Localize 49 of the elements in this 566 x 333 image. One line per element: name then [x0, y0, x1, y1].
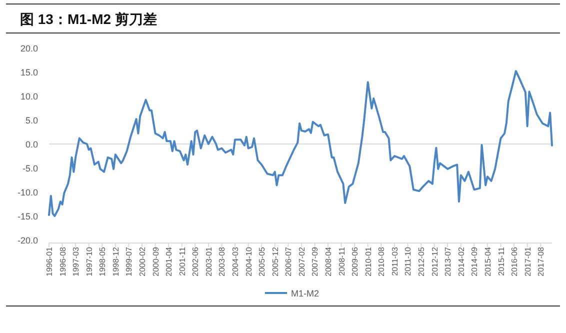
x-tick-label: 2017-01 — [523, 246, 532, 276]
x-tick-label: 1996-08 — [58, 246, 68, 276]
x-tick-label: 2001-04 — [164, 246, 174, 276]
y-tick-label: -10.0 — [17, 188, 38, 198]
chart-title: 图 13：M1-M2 剪刀差 — [20, 11, 157, 27]
x-tick-label: 2004-03 — [231, 246, 240, 276]
y-tick-label: 20.0 — [20, 44, 38, 54]
x-tick-label: 2005-12 — [270, 246, 280, 276]
y-tick-label: 0.0 — [25, 140, 38, 150]
x-tick-label: 2005-05 — [258, 246, 267, 276]
x-tick-label: 2012-05 — [417, 246, 426, 276]
x-tick-label: 2010-08 — [377, 246, 386, 276]
x-tick-label: 1999-07 — [124, 246, 134, 276]
x-tick-label: 2002-06 — [191, 246, 200, 276]
y-tick-label: 5.0 — [25, 116, 38, 126]
x-tick-label: 1998-12 — [111, 246, 120, 276]
y-tick-label: 15.0 — [20, 68, 38, 78]
x-tick-label: 2016-06 — [510, 246, 520, 276]
x-tick-label: 2003-08 — [218, 246, 227, 276]
y-tick-label: -15.0 — [17, 212, 38, 222]
x-tick-label: 2011-03 — [390, 246, 400, 276]
x-tick-label: 2010-01 — [364, 246, 373, 276]
x-tick-label: 2015-11 — [496, 246, 506, 276]
legend-label: M1-M2 — [291, 288, 320, 298]
x-tick-label: 1997-10 — [84, 246, 94, 276]
x-tick-label: 1998-05 — [98, 246, 108, 276]
x-tick-label: 2014-02 — [456, 246, 466, 276]
x-tick-label: 1997-03 — [72, 246, 81, 276]
x-tick-label: 2006-07 — [284, 246, 294, 276]
x-tick-label: 1996-01 — [45, 246, 54, 276]
x-tick-label: 2007-02 — [297, 246, 306, 276]
x-tick-label: 2008-11 — [337, 246, 346, 276]
x-tick-label: 2007-09 — [310, 246, 320, 276]
x-tick-label: 2017-08 — [536, 246, 546, 276]
y-tick-label: 10.0 — [20, 92, 38, 102]
x-tick-label: 2009-06 — [350, 246, 360, 276]
x-tick-label: 2012-12 — [430, 246, 440, 276]
y-tick-label: -5.0 — [22, 164, 38, 174]
x-tick-label: 2000-09 — [151, 246, 160, 276]
x-tick-label: 2015-04 — [483, 246, 492, 276]
x-tick-label: 2013-07 — [444, 246, 453, 276]
x-tick-label: 2001-11 — [178, 246, 187, 276]
x-tick-label: 2000-02 — [138, 246, 148, 276]
x-tick-label: 2004-10 — [244, 246, 254, 276]
x-tick-label: 2008-04 — [324, 246, 334, 276]
x-tick-label: 2011-10 — [404, 246, 413, 276]
x-tick-label: 2014-09 — [470, 246, 480, 276]
y-tick-label: -20.0 — [17, 236, 38, 246]
x-tick-label: 2003-01 — [204, 246, 214, 276]
